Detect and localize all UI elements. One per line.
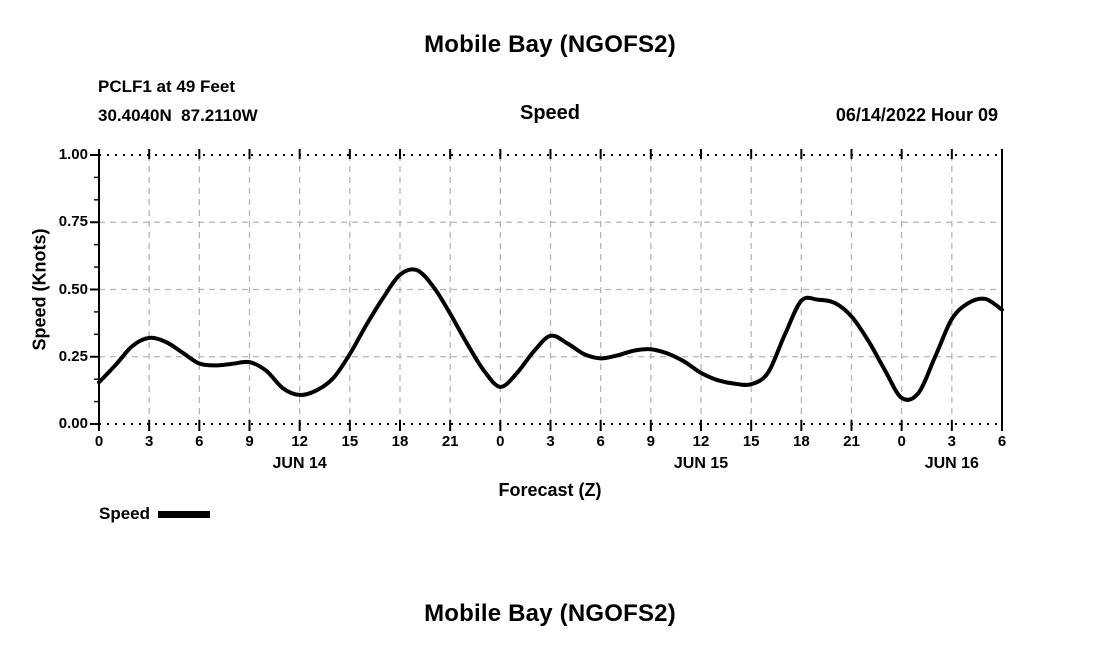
- y-tick-label: 0.50: [58, 280, 88, 298]
- x-tick-label: 0: [496, 433, 505, 450]
- x-tick-label: 18: [792, 433, 810, 450]
- x-tick-label: 21: [441, 433, 459, 450]
- y-tick-label: 1.00: [58, 146, 88, 163]
- x-tick-label: 3: [947, 433, 956, 450]
- x-tick-label: 6: [997, 433, 1007, 450]
- x-tick-label: 18: [391, 433, 409, 450]
- panel-title: Speed: [519, 102, 581, 124]
- x-tick-label: 0: [94, 433, 104, 450]
- forecast-datetime-label: 06/14/2022 Hour 09: [835, 105, 998, 125]
- speed-series-line: [97, 267, 1004, 402]
- x-tick-label: 3: [546, 433, 555, 450]
- x-tick-label: 6: [195, 433, 204, 450]
- x-tick-label: 6: [596, 433, 605, 450]
- y-tick-label: 0.25: [58, 347, 88, 365]
- page-title: Mobile Bay (NGOFS2): [424, 31, 676, 58]
- x-tick-label: 12: [692, 433, 710, 450]
- x-tick-label: 9: [646, 433, 655, 450]
- x-tick-label: 12: [291, 433, 308, 450]
- x-tick-label: 21: [843, 433, 860, 450]
- x-tick-label: 3: [144, 433, 154, 450]
- x-date-label: JUN 15: [673, 455, 729, 472]
- x-tick-label: 15: [742, 433, 760, 450]
- x-date-label: JUN 14: [272, 455, 327, 472]
- x-axis-title: Forecast (Z): [498, 480, 602, 500]
- legend-label: Speed: [99, 504, 151, 523]
- x-tick-label: 0: [897, 433, 906, 450]
- station-name-label: PCLF1 at 49 Feet: [98, 77, 235, 96]
- x-tick-label: 9: [245, 433, 254, 450]
- bottom-page-title: Mobile Bay (NGOFS2): [424, 600, 676, 627]
- x-date-label: JUN 16: [924, 455, 979, 472]
- legend: Speed: [99, 504, 211, 524]
- station-coordinates-label: 30.4040N 87.2110W: [98, 106, 258, 125]
- legend-line-swatch: [158, 510, 211, 518]
- x-tick-label: 15: [341, 433, 359, 450]
- y-tick-label: 0.75: [58, 213, 88, 231]
- y-tick-label: 0.00: [58, 415, 88, 432]
